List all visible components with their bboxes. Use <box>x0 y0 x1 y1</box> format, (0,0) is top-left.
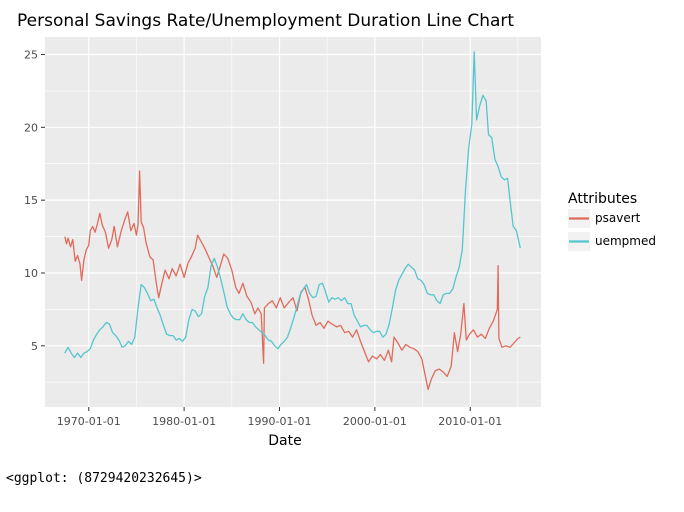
major-gridlines <box>45 37 541 407</box>
legend-label: psavert <box>595 211 641 225</box>
x-tick-label: 1970-01-01 <box>57 415 121 428</box>
y-tick-label: 15 <box>24 194 38 207</box>
legend-label: uempmed <box>595 234 656 248</box>
legend-item-psavert: psavert <box>568 209 641 228</box>
x-axis: 1970-01-01 1980-01-01 1990-01-01 2000-01-01… <box>57 407 502 428</box>
y-tick-label: 20 <box>24 121 38 134</box>
x-tick-label: 2000-01-01 <box>343 415 407 428</box>
y-tick-label: 5 <box>31 340 38 353</box>
x-tick-label: 2010-01-01 <box>438 415 502 428</box>
chart-title: Personal Savings Rate/Unemployment Durat… <box>17 11 514 31</box>
legend-items: psavert uempmed <box>568 209 656 251</box>
legend: Attributes psavert uempmed <box>568 191 656 251</box>
legend-title: Attributes <box>568 191 637 207</box>
series-line-psavert <box>64 170 521 391</box>
output-text: <ggplot: (8729420232645)> <box>6 471 202 486</box>
x-tick-label: 1990-01-01 <box>248 415 312 428</box>
y-tick-label: 25 <box>24 48 38 61</box>
y-axis: 5 10 15 20 25 <box>24 48 45 353</box>
series-lines <box>64 50 521 391</box>
x-tick-label: 1980-01-01 <box>152 415 216 428</box>
plot-panel <box>45 37 541 407</box>
series-line-uempmed <box>64 50 521 359</box>
legend-item-uempmed: uempmed <box>568 232 656 251</box>
y-tick-label: 10 <box>24 267 38 280</box>
x-axis-title: Date <box>268 433 301 449</box>
